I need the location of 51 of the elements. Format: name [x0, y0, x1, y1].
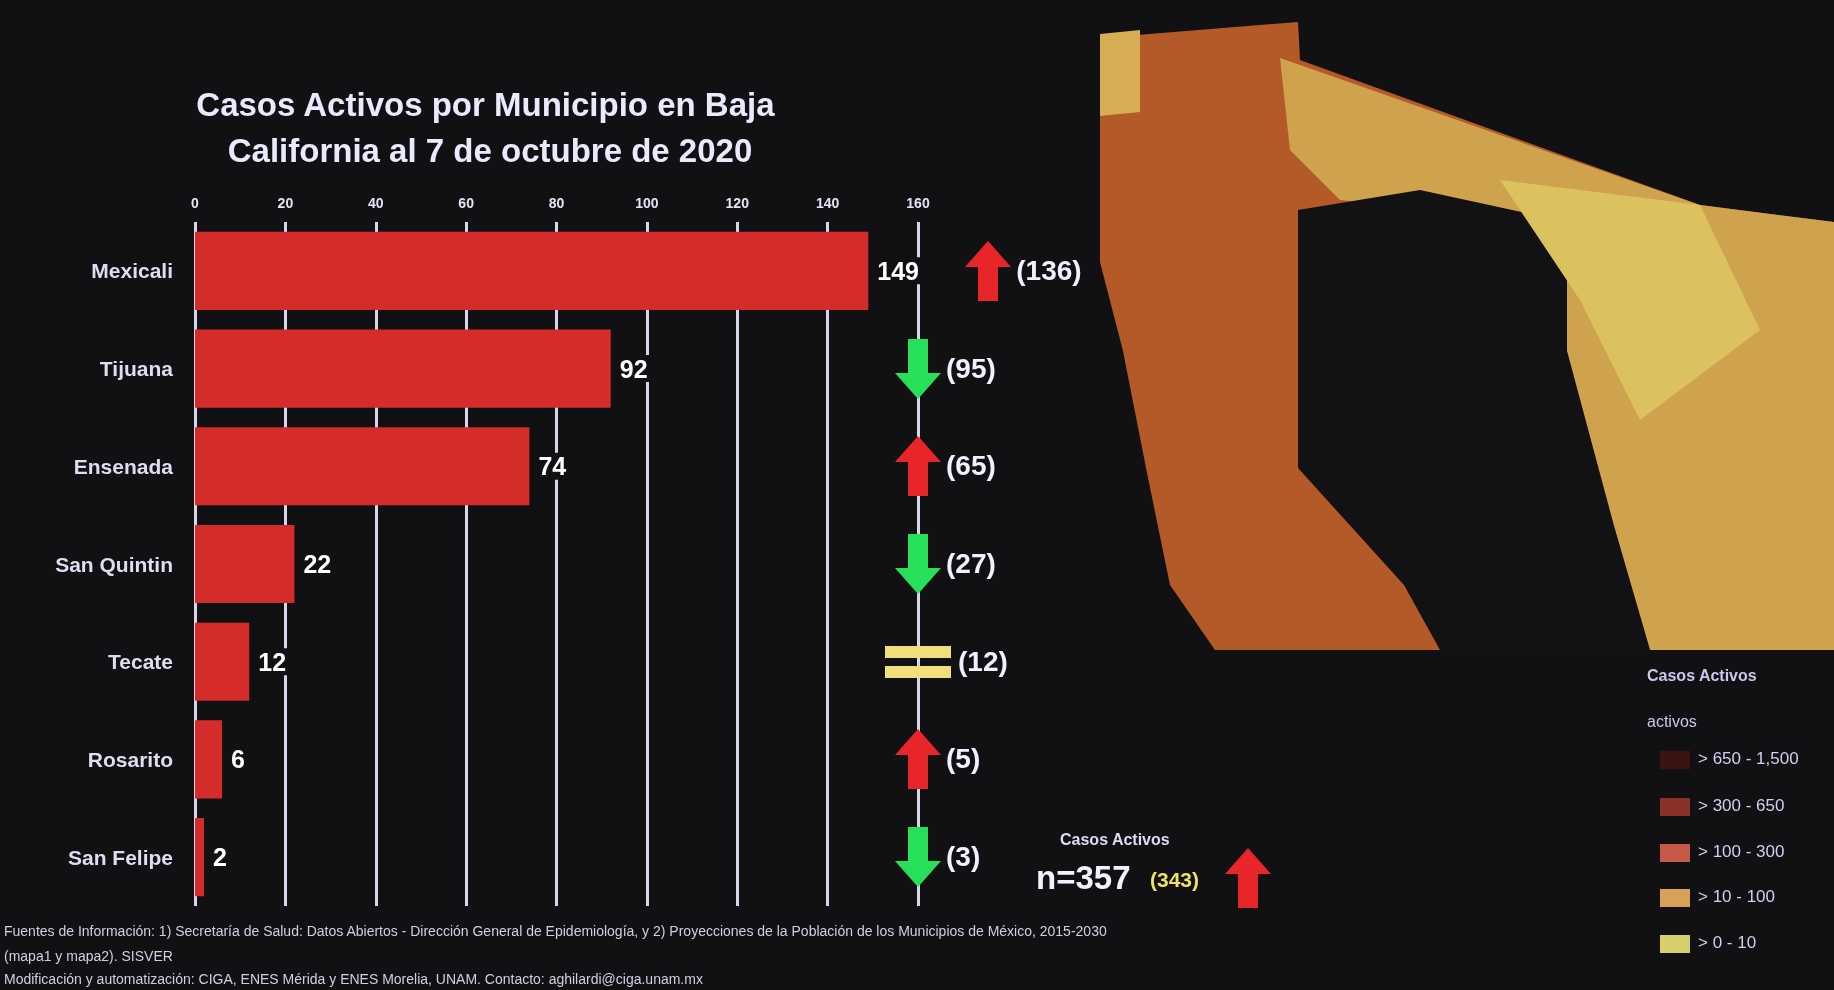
bar [195, 329, 611, 408]
x-tick-label: 0 [191, 195, 200, 211]
text: Casos Activos [1647, 666, 1757, 685]
text: (27) [946, 547, 996, 581]
text: (12) [958, 644, 1008, 679]
data-label: 6 [231, 745, 246, 774]
text: (3) [946, 840, 981, 875]
x-tick-label: 20 [277, 195, 294, 211]
data-label: 22 [303, 550, 332, 578]
x-tick-label: 140 [815, 195, 840, 211]
y-tick-label: Mexicali [91, 259, 173, 283]
text: > 300 - 650 [1698, 796, 1785, 816]
bar [195, 622, 250, 701]
data-label: 74 [538, 452, 567, 481]
text: (mapa1 y mapa2). SISVER [4, 948, 173, 965]
bar [195, 720, 223, 799]
bar [195, 818, 205, 897]
x-tick-label: 40 [367, 195, 384, 211]
y-tick-label: Tecate [108, 650, 173, 674]
y-tick-label: San Quintin [55, 552, 173, 576]
y-tick-label: San Felipe [67, 845, 173, 869]
x-tick-label: 100 [635, 195, 659, 211]
bar [195, 524, 295, 604]
bar [195, 427, 530, 506]
text: > 0 - 10 [1698, 933, 1757, 953]
text: (136) [1016, 253, 1082, 288]
data-label: 12 [258, 647, 287, 676]
text: (95) [946, 351, 996, 386]
text: (65) [946, 449, 996, 484]
text: > 650 - 1,500 [1698, 749, 1799, 769]
y-tick-label: Rosarito [87, 747, 173, 771]
y-tick-label: Tijuana [99, 357, 174, 381]
chart-title: Casos Activos por Municipio en Baja California al 7 de octubre de 2020 [196, 85, 784, 169]
bar [195, 231, 869, 310]
text: activos [1647, 712, 1697, 731]
data-label: 149 [877, 256, 920, 285]
x-tick-label: 160 [906, 195, 930, 211]
x-tick-label: 60 [458, 195, 475, 211]
text: > 100 - 300 [1698, 842, 1785, 862]
text: (5) [946, 742, 981, 777]
data-label: 2 [213, 843, 227, 872]
data-label: 92 [619, 354, 648, 383]
y-tick-label: Ensenada [73, 454, 174, 478]
x-tick-label: 80 [548, 195, 565, 211]
source-note: Fuentes de Información: 1) Secretaría de Salud: Datos Abiertos - Dirección General de Epidemiología, y 2) Proyecciones de la Población de los Municipios de México, 2015-2030 [4, 923, 1107, 940]
text: Casos Activos [1060, 830, 1170, 849]
text: (343) [1150, 867, 1200, 892]
text: n=357 [1036, 858, 1131, 898]
text: Modificación y automatización: CIGA, ENES Mérida y ENES Morelia, UNAM. Contacto: aghilardi@ciga.unam.mx [4, 971, 703, 988]
x-tick-label: 120 [725, 195, 750, 211]
text: > 10 - 100 [1698, 887, 1776, 907]
